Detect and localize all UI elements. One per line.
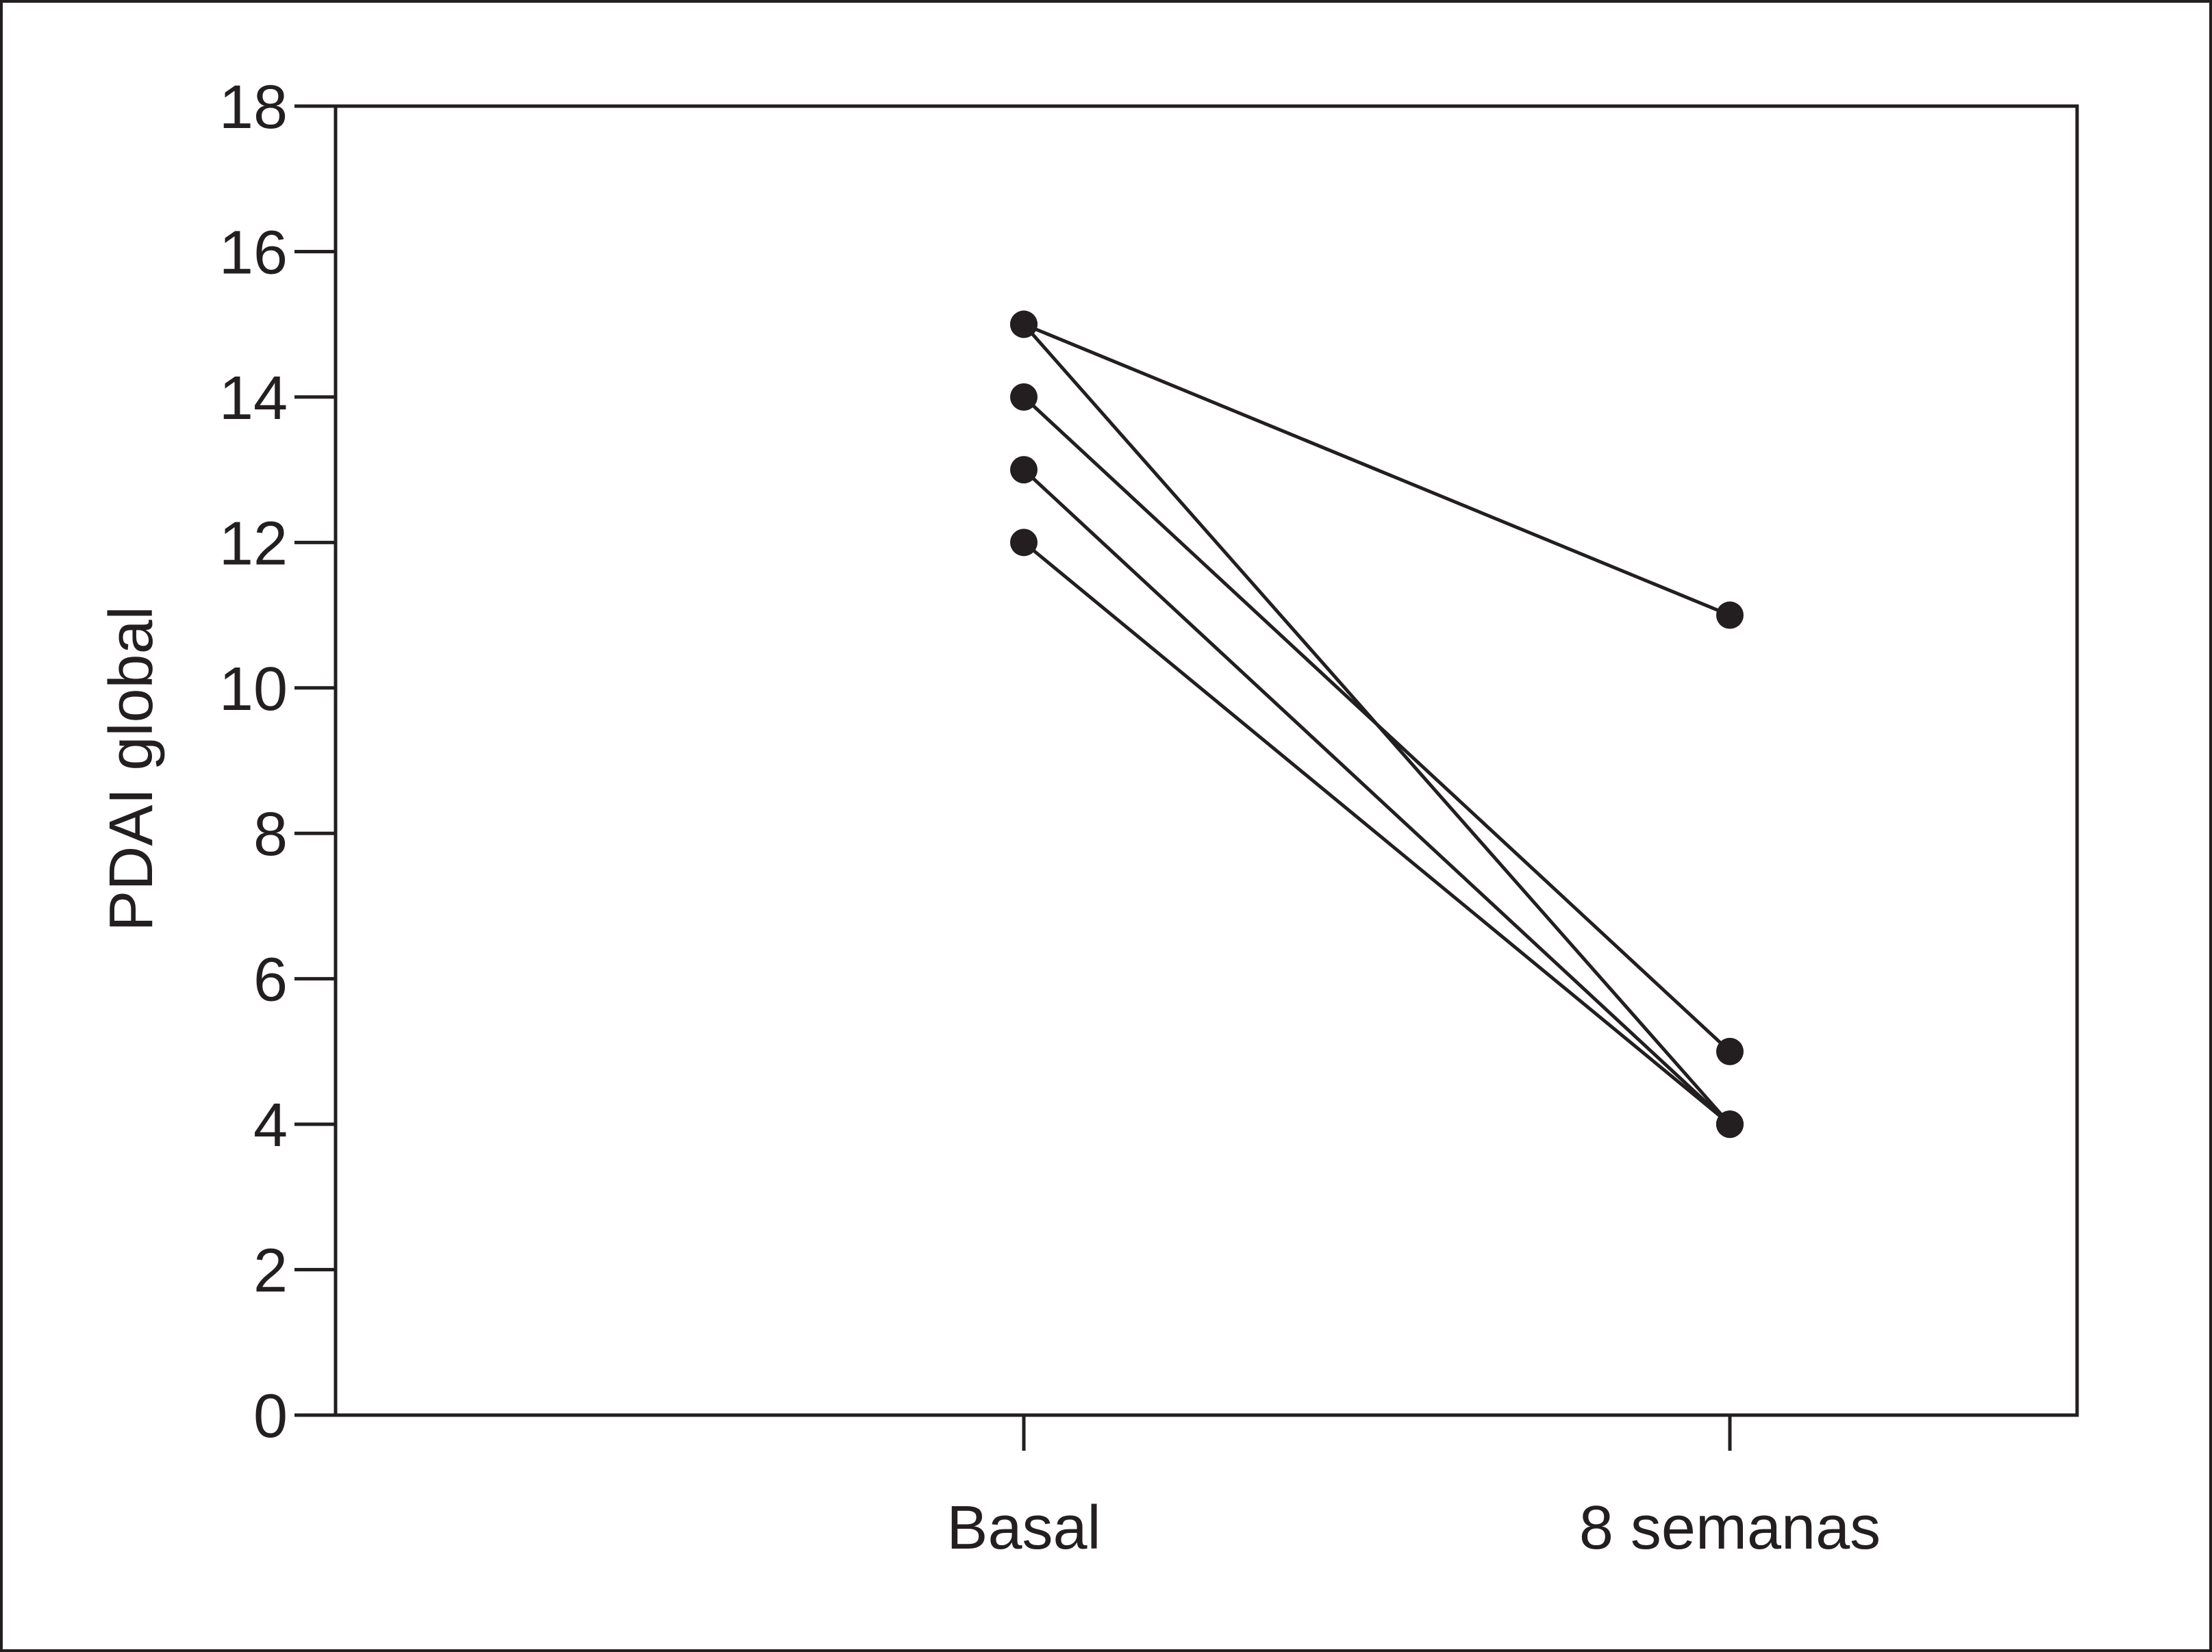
data-point [1716,601,1744,629]
plot-area-frame [334,104,2079,1417]
y-tick-label: 18 [219,73,288,142]
x-tick-label: 8 semanas [1579,1494,1881,1562]
y-tick-label: 12 [219,509,288,578]
y-tick-label: 16 [219,218,288,287]
y-tick-label: 10 [219,655,288,724]
y-tick-label: 4 [253,1091,288,1160]
series-line [1022,395,1732,1054]
series-line [1022,468,1732,1126]
series-line [1022,322,1732,618]
data-point [1716,1110,1744,1139]
data-point [1010,310,1038,338]
y-tick-label: 0 [253,1382,288,1451]
y-tick-label: 2 [253,1237,288,1306]
y-axis-title: PDAI global [97,606,166,931]
data-point [1010,383,1038,411]
y-tick-label: 14 [219,364,288,433]
data-point [1010,529,1038,557]
data-points [1010,310,1744,1139]
series-line [1022,540,1732,1126]
x-tick-label: Basal [946,1494,1101,1562]
data-point [1716,1037,1744,1065]
y-tick-label: 8 [253,800,288,869]
axes: 0 2 4 6 8 10 12 14 16 18 Basal 8 semanas [219,73,2079,1562]
y-tick-label: 6 [253,946,288,1015]
data-point [1010,456,1038,484]
series-lines [1022,322,1732,1126]
